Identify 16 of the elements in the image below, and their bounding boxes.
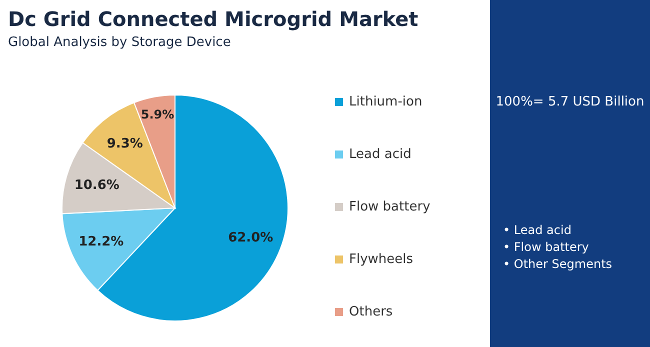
text: • Lead acid	[503, 223, 572, 237]
text: • Flow battery	[503, 240, 589, 254]
data-label: 62.0%	[228, 230, 274, 246]
legend-label: Others	[349, 304, 393, 320]
data-label: 10.6%	[74, 178, 120, 193]
legend-label: Flow battery	[349, 200, 431, 214]
legend-label: Lithium-ion	[349, 94, 422, 110]
data-label: 9.3%	[106, 136, 143, 152]
text: 100%= 5.7 USD Billion	[496, 94, 644, 110]
chart-subtitle: Global Analysis by Storage Device	[8, 35, 231, 50]
chart-title: Dc Grid Connected Microgrid Market	[8, 7, 419, 31]
data-label: 5.9%	[140, 108, 174, 122]
data-label: 12.2%	[78, 234, 124, 250]
legend-label: Lead acid	[349, 147, 412, 162]
legend-label: Flywheels	[349, 252, 414, 267]
text: • Other Segments	[503, 257, 612, 271]
